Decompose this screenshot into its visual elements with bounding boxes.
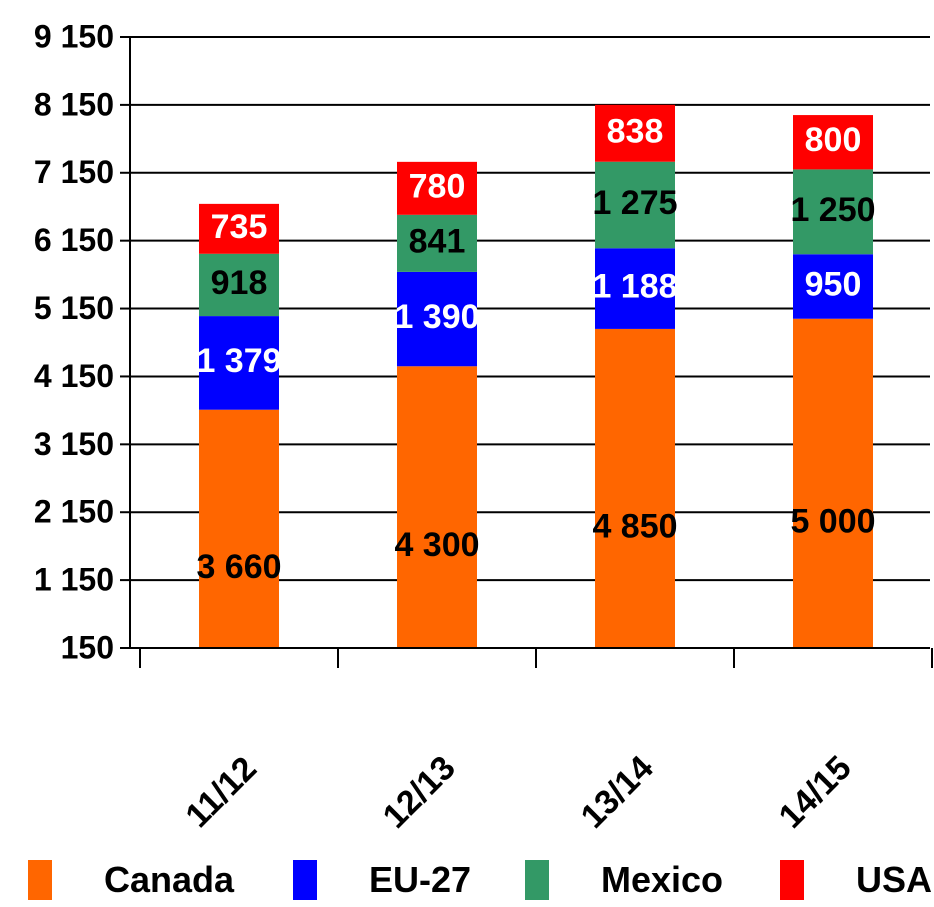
x-tick-label: 14/15	[772, 749, 859, 836]
bar-segment	[397, 214, 477, 272]
bar-segment	[199, 316, 279, 410]
y-tick-label: 4 150	[34, 358, 114, 394]
bar-segment	[397, 271, 477, 367]
legend-label: Mexico	[601, 859, 724, 900]
legend-swatch	[780, 860, 804, 900]
legend-label: Canada	[104, 859, 235, 900]
y-tick-label: 7 150	[34, 154, 114, 190]
y-tick-label: 2 150	[34, 494, 114, 530]
data-label: 1 390	[394, 298, 479, 336]
legend-swatch	[525, 860, 549, 900]
bar-segment	[793, 254, 873, 319]
legend-label: USA	[856, 859, 933, 900]
bar-segment	[793, 115, 873, 170]
x-tick-label: 13/14	[574, 749, 661, 836]
y-tick-label: 6 150	[34, 222, 114, 258]
legend-swatch	[28, 860, 52, 900]
legend: Canada EU-27 Mexico USA	[0, 855, 934, 905]
bar-segment	[397, 366, 477, 648]
y-tick-label: 1 150	[34, 562, 114, 598]
axes	[129, 37, 933, 668]
bar-segment	[199, 409, 279, 648]
legend-item-usa: USA	[780, 855, 932, 905]
y-axis-tick-labels: 150 1 150 2 150 3 150 4 150 5 150 6 150 7 150 8 …	[34, 18, 114, 665]
bar-segment	[595, 104, 675, 162]
data-label: 1 275	[592, 184, 677, 222]
data-label: 1 188	[592, 268, 677, 306]
data-label: 1 250	[790, 191, 875, 229]
x-axis-category-labels: 11/12 12/13 13/14 14/15	[178, 749, 858, 836]
data-label: 800	[805, 121, 862, 159]
data-label: 918	[211, 264, 268, 302]
bar-segment	[199, 203, 279, 254]
x-tick-label: 11/12	[178, 749, 264, 835]
data-label: 780	[409, 167, 466, 205]
data-label: 3 660	[196, 548, 281, 586]
y-tick-label: 150	[61, 629, 114, 665]
legend-label: EU-27	[369, 859, 472, 900]
bar-segment	[199, 253, 279, 317]
legend-item-eu-27: EU-27	[293, 855, 471, 905]
data-label: 838	[607, 112, 664, 150]
bar-segments	[199, 104, 873, 648]
y-tick-label: 5 150	[34, 290, 114, 326]
y-tick-label: 3 150	[34, 426, 114, 462]
bar-segment	[397, 161, 477, 215]
data-label: 5 000	[790, 502, 875, 540]
data-label: 4 300	[394, 526, 479, 564]
data-labels: 3 660 1 379 918 735 4 300 1 390 841 780 4 850 1 1…	[196, 112, 875, 586]
y-tick-label: 9 150	[34, 18, 114, 54]
legend-item-canada: Canada	[28, 855, 234, 905]
bar-segment	[793, 318, 873, 648]
data-label: 1 379	[196, 342, 281, 380]
bar-segment	[793, 169, 873, 255]
data-label: 4 850	[592, 507, 677, 545]
legend-swatch	[293, 860, 317, 900]
data-label: 841	[409, 222, 466, 260]
x-tick-label: 12/13	[376, 749, 463, 836]
data-label: 950	[805, 265, 862, 303]
bar-segment	[595, 248, 675, 329]
legend-item-mexico: Mexico	[525, 855, 723, 905]
bar-segment	[595, 328, 675, 648]
y-tick-label: 8 150	[34, 86, 114, 122]
data-label: 735	[211, 208, 268, 246]
bar-segment	[595, 161, 675, 249]
